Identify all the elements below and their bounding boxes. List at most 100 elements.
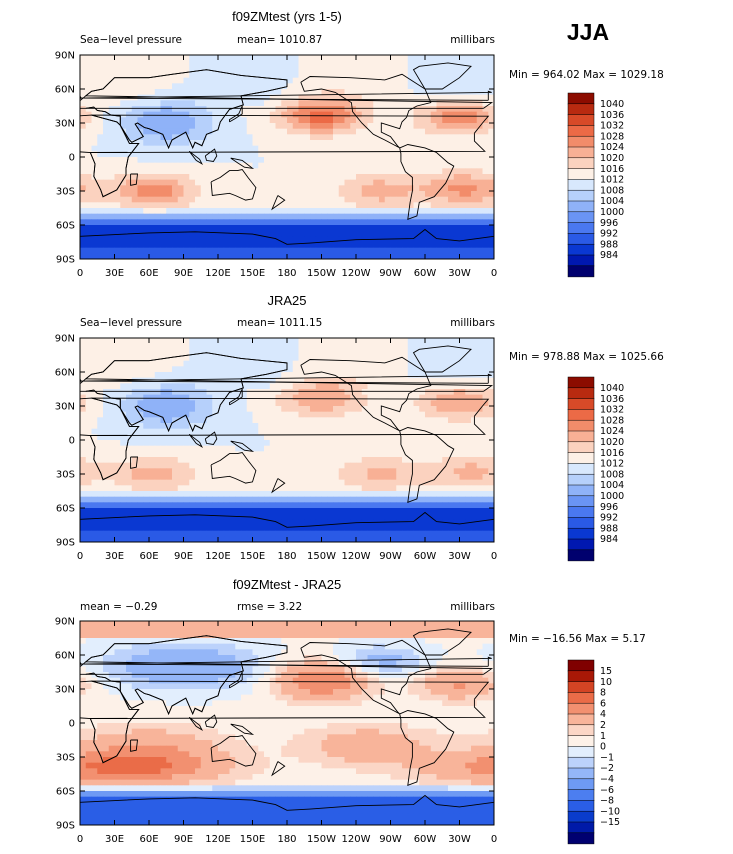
- field-cell: [373, 66, 380, 73]
- field-cell: [131, 77, 138, 84]
- field-cell: [321, 491, 328, 498]
- field-cell: [154, 366, 161, 373]
- field-cell: [338, 94, 345, 101]
- field-cell: [172, 383, 179, 390]
- field-cell: [488, 360, 494, 367]
- field-cell: [143, 106, 150, 113]
- field-cell: [137, 474, 144, 481]
- field-cell: [333, 89, 340, 96]
- field-cell: [241, 89, 248, 96]
- field-cell: [85, 55, 92, 62]
- field-cell: [195, 179, 202, 186]
- field-cell: [103, 145, 110, 152]
- field-cell: [241, 140, 248, 147]
- field-cell: [103, 343, 110, 350]
- field-cell: [120, 151, 127, 158]
- field-cell: [425, 411, 432, 418]
- field-cell: [430, 55, 437, 62]
- field-cell: [333, 485, 340, 492]
- field-cell: [258, 230, 265, 237]
- field-cell: [396, 128, 403, 135]
- field-cell: [114, 366, 121, 373]
- field-cell: [200, 247, 207, 254]
- field-cell: [252, 394, 259, 401]
- field-cell: [85, 117, 92, 124]
- field-cell: [246, 140, 253, 147]
- field-cell: [448, 145, 455, 152]
- field-cell: [160, 94, 167, 101]
- field-cell: [453, 60, 460, 67]
- field-cell: [241, 349, 248, 356]
- field-cell: [200, 349, 207, 356]
- field-cell: [258, 383, 265, 390]
- field-cell: [396, 117, 403, 124]
- field-cell: [350, 462, 357, 469]
- field-cell: [131, 417, 138, 424]
- field-cell: [298, 117, 305, 124]
- field-cell: [310, 236, 317, 243]
- field-cell: [149, 417, 156, 424]
- field-cell: [407, 55, 414, 62]
- field-cell: [390, 338, 397, 345]
- field-cell: [97, 219, 104, 226]
- field-cell: [407, 94, 414, 101]
- field-cell: [281, 83, 288, 90]
- field-cell: [218, 253, 225, 259]
- field-cell: [482, 423, 489, 430]
- field-cell: [91, 55, 98, 62]
- field-cell: [108, 242, 115, 249]
- field-cell: [384, 225, 391, 232]
- field-cell: [292, 406, 299, 413]
- field-cell: [172, 479, 179, 486]
- field-cell: [189, 185, 196, 192]
- field-cell: [453, 140, 460, 147]
- field-cell: [183, 174, 190, 181]
- field-cell: [396, 185, 403, 192]
- field-cell: [200, 140, 207, 147]
- field-cell: [298, 411, 305, 418]
- field-cell: [459, 174, 466, 181]
- field-cell: [367, 111, 374, 118]
- field-cell: [390, 394, 397, 401]
- field-cell: [177, 134, 184, 141]
- field-cell: [212, 151, 219, 158]
- field-cell: [281, 66, 288, 73]
- field-cell: [143, 474, 150, 481]
- field-cell: [120, 428, 127, 435]
- field-cell: [384, 219, 391, 226]
- field-cell: [292, 417, 299, 424]
- field-cell: [235, 162, 242, 169]
- field-cell: [80, 502, 87, 509]
- field-cell: [206, 462, 213, 469]
- field-cell: [367, 247, 374, 254]
- field-cell: [361, 191, 368, 198]
- field-cell: [269, 474, 276, 481]
- field-cell: [189, 479, 196, 486]
- field-cell: [298, 157, 305, 164]
- field-cell: [356, 423, 363, 430]
- field-cell: [338, 338, 345, 345]
- field-cell: [80, 400, 87, 407]
- field-cell: [275, 508, 282, 515]
- field-cell: [131, 60, 138, 67]
- field-cell: [430, 383, 437, 390]
- field-cell: [361, 162, 368, 169]
- field-cell: [310, 196, 317, 203]
- field-cell: [108, 383, 115, 390]
- field-cell: [448, 445, 455, 452]
- field-cell: [183, 253, 190, 259]
- field-cell: [229, 366, 236, 373]
- field-cell: [183, 191, 190, 198]
- field-cell: [465, 462, 472, 469]
- field-cell: [390, 242, 397, 249]
- field-cell: [189, 247, 196, 254]
- field-cell: [356, 202, 363, 209]
- field-cell: [103, 134, 110, 141]
- field-cell: [321, 502, 328, 509]
- field-cell: [114, 349, 121, 356]
- field-cell: [275, 349, 282, 356]
- field-cell: [310, 445, 317, 452]
- field-cell: [246, 360, 253, 367]
- field-cell: [333, 128, 340, 135]
- field-cell: [413, 145, 420, 152]
